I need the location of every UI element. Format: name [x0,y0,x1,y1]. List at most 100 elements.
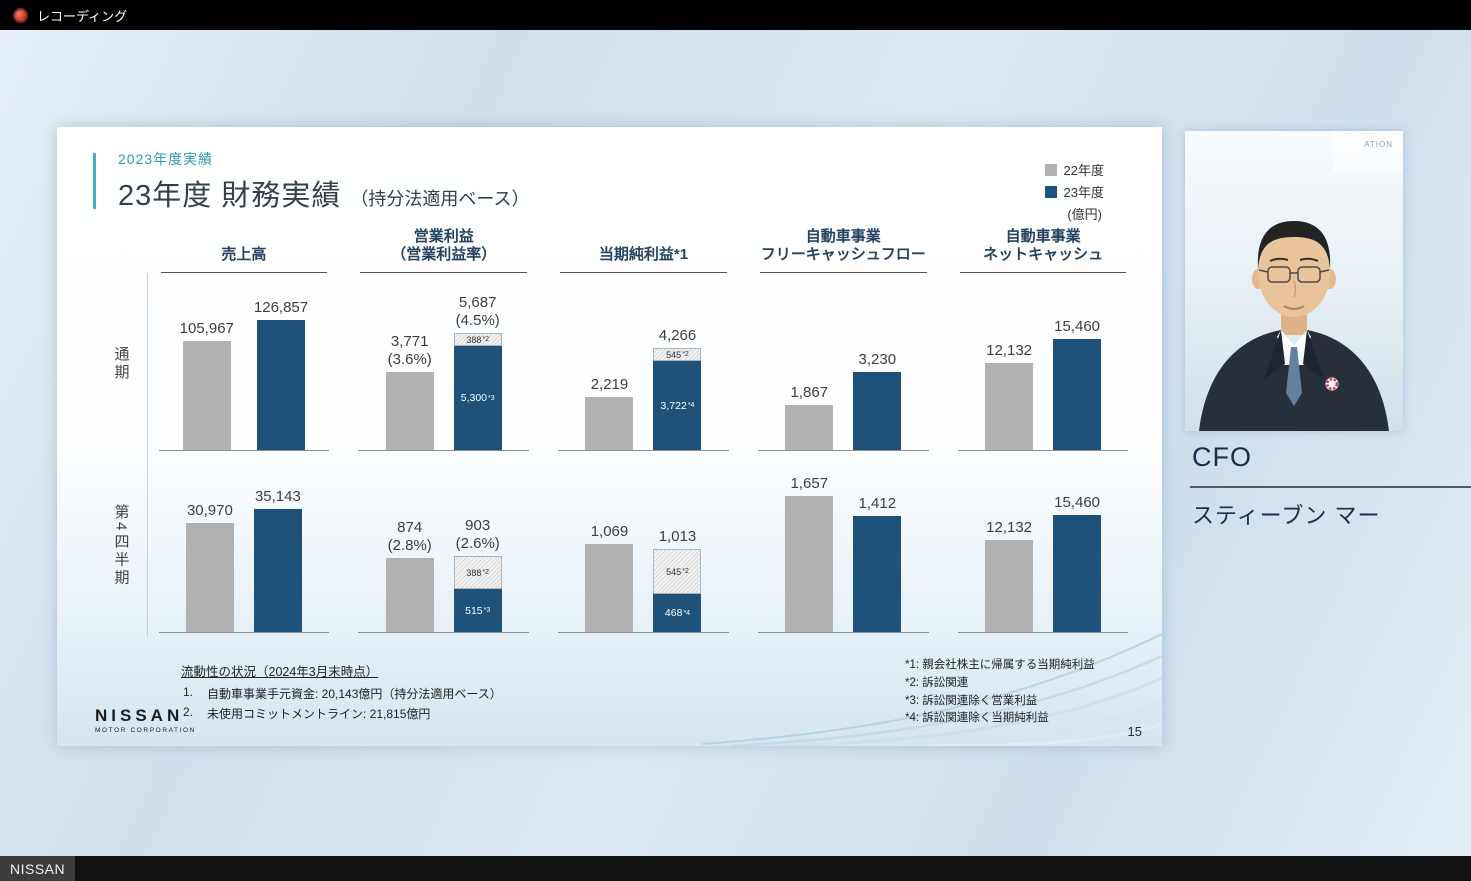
bar-segment-solid: 468 *4 [653,594,702,632]
chart-cell: 1,867 3,230 [746,273,940,455]
bar [257,320,305,450]
chart-plot-area: 12,132 15,460 [957,457,1129,633]
nissan-logo-name: NISSAN [95,706,184,725]
bar [985,540,1034,632]
bar-value-text: 3,771 [390,333,429,350]
bar-segment-hatched: 545 *2 [653,348,702,361]
liquidity-note-1-number: 1. [183,685,194,699]
bar-value-text: 126,857 [253,299,309,316]
bar-group: 126,857 [254,299,308,450]
chart-column-header-line: （営業利益率） [391,246,497,263]
bar-segment-solid: 515 *3 [453,589,502,632]
bar-value-label: 2,219 [591,376,629,394]
bar-value-label: 35,143 [255,488,301,506]
bar-group: 30,970 [185,502,234,632]
chart-plot-area: 1,867 3,230 [758,275,929,451]
bar-group: 5,687 (4.5%) 388 *2 5,300 *3 [453,294,502,450]
chart-column-header: 営業利益 （営業利益率） [347,225,541,273]
chart-row-label: 通期 [112,346,130,382]
bar-segment-solid: 3,722 *4 [653,361,702,450]
chart-column-header-line: 営業利益 [413,228,474,245]
wave-decoration [702,633,1162,746]
stacked-bar: 545 *2 3,722 *4 [653,348,702,450]
chart-cell: 30,970 35,143 [147,455,341,637]
bar-value-label: 12,132 [986,342,1032,360]
bar-value-text: 35,143 [254,488,301,505]
bar-percent-text: (4.5%) [455,312,500,329]
chart-column-header: 自動車事業 フリーキャッシュフロー [746,225,940,273]
chart-row-label: 第4四半期 [112,504,130,588]
bar-group: 1,867 [785,384,834,450]
stacked-bar: 388 *2 515 *3 [453,556,502,632]
bar-value-text: 30,970 [186,502,233,519]
chart-cell: 12,132 15,460 [946,273,1140,455]
chart-column-header: 売上高 [147,225,341,273]
slide-title-text: 23年度 財務実績 [118,180,342,212]
chart-cell: 2,219 4,266 545 *2 3,722 *4 [547,273,741,455]
bar-segment-hatched: 388 *2 [453,556,502,589]
footnote-4: *4: 訴訟関連除く当期純利益 [905,712,1049,725]
bar [385,558,434,632]
bar-value-label: 30,970 [187,502,233,520]
bar-value-text: 5,687 [458,294,497,311]
bar-value-label: 1,013 [659,528,697,546]
bar-value-label: 1,867 [791,384,829,402]
chart-column-header: 当期純利益*1 [547,225,741,273]
footnote-1: *1: 親会社株主に帰属する当期純利益 [905,659,1095,671]
bar-value-label: 1,412 [859,495,897,513]
bar-value-label: 126,857 [254,299,308,317]
legend-label-fy22: 22年度 [1063,163,1104,178]
chart-plot-area: 3,771 (3.6%) 5,687 (4.5%) 388 *2 5,300 *3 [358,275,529,451]
bar [385,372,434,450]
speaker-video-tile[interactable]: ATION [1185,131,1403,431]
video-watermark-text: ATION [1364,140,1393,149]
legend-unit: (億円) [1067,207,1102,222]
chart-column-header-line: 売上高 [221,246,267,263]
bar-value-label: 5,687 (4.5%) [456,294,500,330]
bar-value-label: 4,266 [659,327,697,345]
bar-value-text: 3,230 [858,351,897,368]
chart-plot-area: 30,970 35,143 [158,457,330,633]
speaker-role: CFO [1192,442,1252,472]
meeting-topbar: レコーディング [0,0,1471,30]
bar [585,397,634,450]
liquidity-note-1: 1. 自動車事業手元資金: 20,143億円（持分法適用ベース） [181,685,502,702]
bar-value-label: 874 (2.8%) [388,519,432,555]
bar-value-label: 3,230 [859,351,897,369]
page-number: 15 [1127,724,1142,739]
chart-plot-area: 874 (2.8%) 903 (2.6%) 388 *2 515 *3 [358,457,529,633]
chart-cell: 1,657 1,412 [746,455,940,637]
bar [185,523,234,632]
footnote-2: *2: 訴訟関連 [905,676,969,689]
liquidity-notes: 流動性の状況（2024年3月末時点） 1. 自動車事業手元資金: 20,143億… [181,661,502,722]
bar-value-text: 12,132 [986,342,1033,359]
chart-cell: 874 (2.8%) 903 (2.6%) 388 *2 515 *3 [347,455,541,637]
footnote-3: *3: 訴訟関連除く営業利益 [905,694,1038,707]
speaker-portrait: ATION [1185,131,1403,431]
bar-value-text: 15,460 [1054,494,1101,511]
title-accent-bar [93,153,96,209]
chart-plot-area: 12,132 15,460 [957,275,1129,451]
chart-plot-area: 1,657 1,412 [758,457,929,633]
stacked-bar: 545 *2 468 *4 [653,549,702,632]
chart-plot-area: 2,219 4,266 545 *2 3,722 *4 [558,275,729,451]
bar-group: 12,132 [985,519,1034,632]
financial-bar-charts: 売上高 営業利益 （営業利益率） 当期純利益*1 自動車事業 フリーキャッシュフロー 自動車… [101,225,1140,637]
bar-group: 1,013 545 *2 468 *4 [653,528,702,632]
bar-value-label: 15,460 [1054,494,1100,512]
chart-plot-area: 105,967 126,857 [158,275,330,451]
legend-item-fy22: 22年度 [1044,160,1104,179]
bar [1053,339,1102,450]
bar-group: 15,460 [1053,318,1102,450]
recording-icon[interactable] [13,7,28,23]
chart-column-header-line: 自動車事業 [805,228,881,245]
bar-group: 4,266 545 *2 3,722 *4 [653,327,702,450]
row-label-divider-line [147,273,148,637]
liquidity-note-1-text: 自動車事業手元資金: 20,143億円（持分法適用ベース） [207,687,502,701]
bar-value-label: 1,069 [591,523,629,541]
bar-value-text: 1,069 [590,523,629,540]
bar-value-label: 1,657 [791,475,829,493]
bar-value-label: 15,460 [1054,318,1100,336]
chart-column-header-line: 自動車事業 [1005,228,1081,245]
